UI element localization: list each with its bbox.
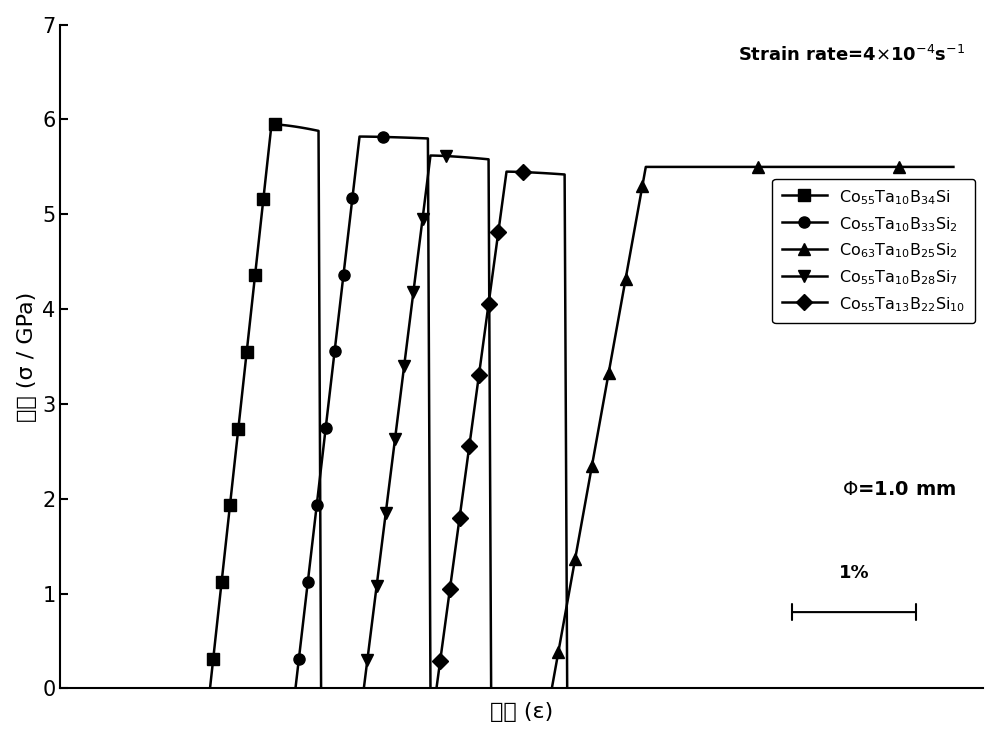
Text: 1%: 1%	[839, 565, 869, 582]
Text: Strain rate=4$\times$10$^{-4}$s$^{-1}$: Strain rate=4$\times$10$^{-4}$s$^{-1}$	[738, 44, 965, 65]
Y-axis label: 应力 (σ / GPa): 应力 (σ / GPa)	[17, 291, 37, 422]
Legend: Co$_{55}$Ta$_{10}$B$_{34}$Si, Co$_{55}$Ta$_{10}$B$_{33}$Si$_2$, Co$_{63}$Ta$_{10: Co$_{55}$Ta$_{10}$B$_{34}$Si, Co$_{55}$T…	[772, 179, 975, 323]
X-axis label: 应变 (ε): 应变 (ε)	[490, 702, 554, 722]
Text: $\Phi$=1.0 mm: $\Phi$=1.0 mm	[842, 480, 956, 499]
